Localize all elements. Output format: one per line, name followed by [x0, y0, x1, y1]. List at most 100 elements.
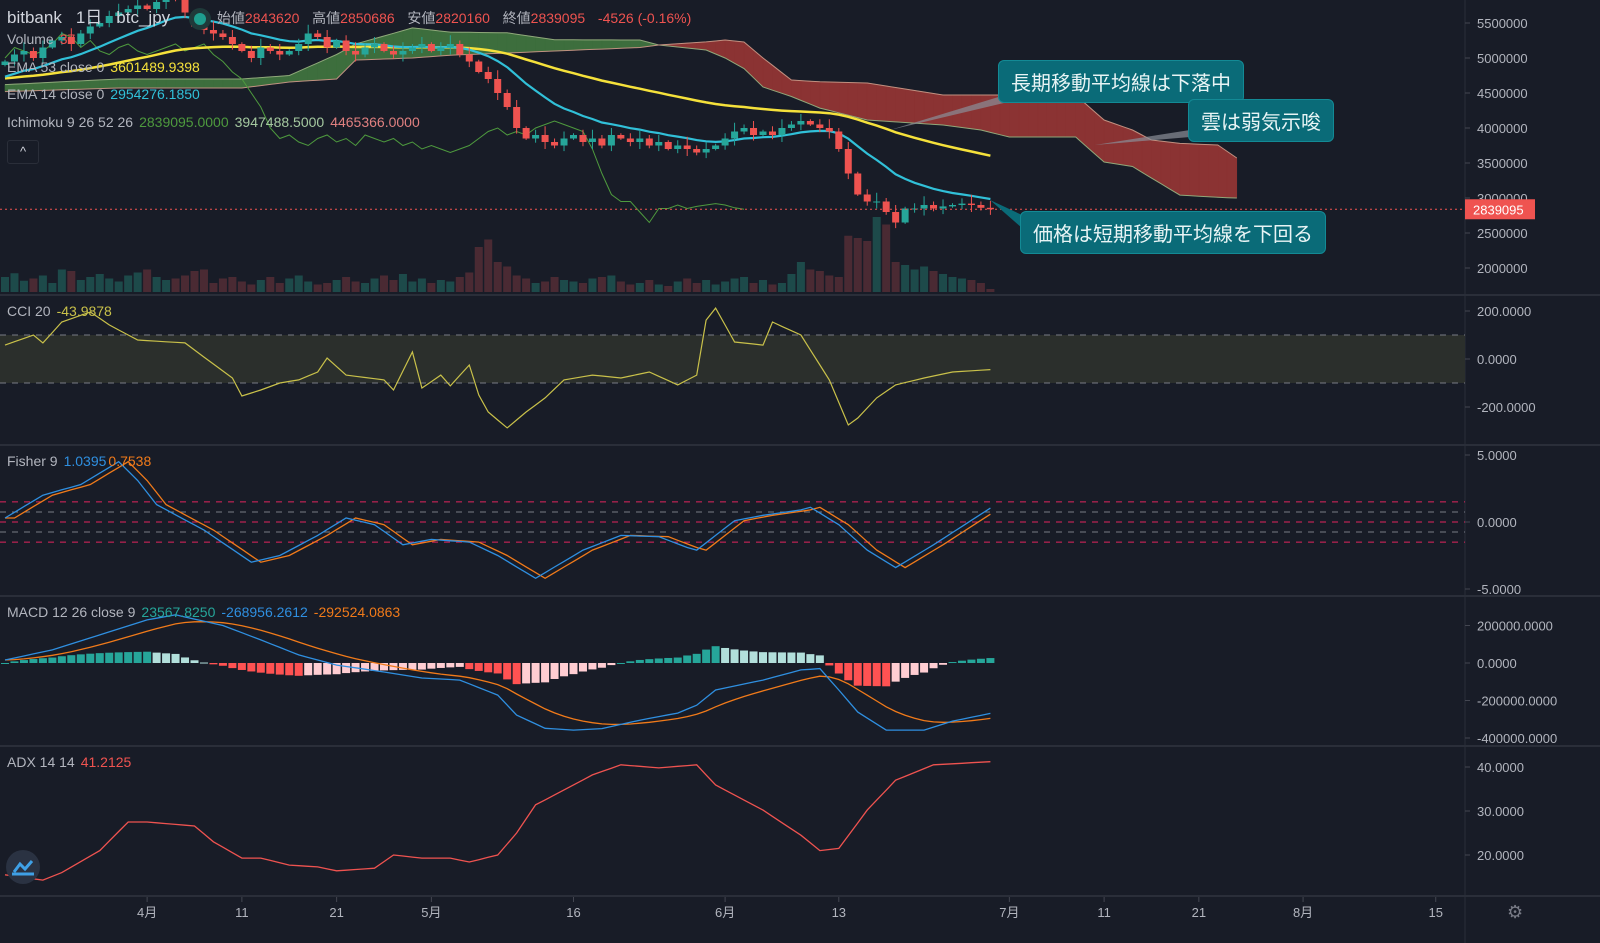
- volume-bar: [683, 278, 692, 292]
- open-value: 2843620: [244, 10, 300, 26]
- low-value: 2820160: [435, 10, 490, 26]
- symbol-name[interactable]: btc_jpy: [116, 8, 171, 27]
- candle: [560, 138, 568, 146]
- cci-value: -43.9878: [56, 303, 112, 319]
- macd-histogram-bar: [361, 663, 370, 672]
- ichimoku-cloud-segment: [1113, 122, 1124, 166]
- volume-bar: [626, 284, 635, 292]
- volume-bar: [181, 275, 190, 292]
- volume-bar: [512, 275, 521, 292]
- candle: [949, 205, 956, 207]
- macd-histogram-bar: [882, 663, 891, 687]
- volume-label: Volume: [7, 31, 54, 47]
- macd-histogram-bar: [702, 649, 711, 663]
- candle: [797, 121, 805, 125]
- adx-legend[interactable]: ADX 14 14 41.2125: [7, 754, 137, 770]
- candle: [285, 51, 293, 55]
- ichimoku-cloud-segment: [1189, 143, 1200, 197]
- candle: [617, 135, 625, 139]
- annotation-long-ma-falling[interactable]: 長期移動平均線は下落中: [998, 60, 1244, 103]
- ema14-legend[interactable]: EMA 14 close 0 2954276.1850: [7, 86, 206, 102]
- ichimoku-cloud-segment: [506, 32, 517, 54]
- candle: [427, 44, 435, 51]
- volume-bar: [635, 283, 644, 292]
- fisher-legend[interactable]: Fisher 9 1.0395 0.7538: [7, 453, 157, 469]
- ichimoku-cloud-segment: [232, 78, 243, 89]
- volume-bar: [920, 266, 929, 292]
- ichimoku-cloud-segment: [1179, 143, 1190, 196]
- candle: [209, 30, 217, 34]
- fisher-axis-label: -5.0000: [1477, 582, 1521, 597]
- macd-histogram-bar: [76, 654, 85, 663]
- volume-bar: [76, 280, 85, 292]
- candle: [86, 26, 94, 34]
- macd-histogram-bar: [162, 653, 171, 663]
- volume-bar: [332, 280, 341, 292]
- ema53-legend[interactable]: EMA 53 close 0 3601489.9398: [7, 59, 206, 75]
- candle: [958, 203, 966, 205]
- volume-bar: [967, 280, 976, 292]
- ema14-label: EMA 14 close 0: [7, 86, 105, 102]
- volume-bar: [484, 239, 493, 292]
- macd-histogram-bar: [759, 652, 767, 663]
- ichimoku-cloud-segment: [762, 57, 773, 91]
- macd-histogram-bar: [86, 653, 95, 663]
- volume-bar: [550, 277, 559, 292]
- candle: [541, 135, 549, 142]
- candle: [361, 47, 369, 55]
- candle: [901, 208, 909, 223]
- market-status-icon: [194, 12, 207, 25]
- volume-bar: [673, 281, 682, 292]
- macd-histogram-bar: [645, 659, 654, 663]
- interval[interactable]: 1日: [75, 8, 103, 27]
- ichimoku-cloud-segment: [222, 78, 233, 89]
- volume-legend[interactable]: Volume 37: [7, 31, 81, 47]
- ichimoku-cloud-segment: [971, 94, 982, 131]
- ichimoku-cloud-segment: [1208, 144, 1219, 198]
- macd-histogram-bar: [853, 663, 862, 686]
- macd-histogram-bar: [218, 663, 227, 666]
- settings-gear-icon[interactable]: ⚙: [1507, 902, 1524, 922]
- volume-bar: [67, 271, 76, 292]
- volume-bar: [976, 283, 985, 292]
- cci-legend[interactable]: CCI 20 -43.9878: [7, 303, 118, 319]
- candle: [266, 47, 274, 51]
- volume-bar: [891, 262, 900, 292]
- candle: [731, 131, 739, 139]
- volume-bar: [380, 275, 388, 292]
- fisher-axis-label: 0.0000: [1477, 515, 1517, 530]
- candle: [664, 142, 672, 149]
- time-axis-label: 21: [1192, 905, 1206, 920]
- ichimoku-legend[interactable]: Ichimoku 9 26 52 26 2839095.0000 3947488.5…: [7, 114, 426, 130]
- macd-histogram-bar: [342, 663, 351, 674]
- volume-bar: [162, 280, 171, 292]
- candle: [778, 128, 786, 135]
- candle: [77, 33, 85, 44]
- volume-bar: [957, 278, 966, 292]
- annotation-cloud-bearish[interactable]: 雲は弱気示唆: [1188, 99, 1334, 142]
- ichimoku-cloud-segment: [1151, 139, 1162, 185]
- candle: [844, 149, 852, 174]
- collapse-legend-button[interactable]: ^: [7, 140, 39, 164]
- annotation-price-below-short-ma[interactable]: 価格は短期移動平均線を下回る: [1020, 211, 1326, 254]
- volume-bar: [872, 217, 881, 292]
- volume-bar: [948, 277, 957, 292]
- volume-bar: [152, 277, 161, 292]
- candle: [134, 5, 142, 9]
- macd-histogram-bar: [948, 662, 957, 664]
- candle: [967, 203, 975, 205]
- tradingview-logo-icon[interactable]: [6, 850, 40, 884]
- macd-legend[interactable]: MACD 12 26 close 9 23567.8250 -268956.2612…: [7, 604, 406, 620]
- candle: [825, 128, 833, 132]
- macd-histogram-bar: [294, 663, 303, 676]
- candle: [494, 79, 502, 93]
- volume-bar: [237, 281, 246, 292]
- candle: [693, 149, 701, 153]
- adx-value: 41.2125: [80, 754, 132, 770]
- macd-histogram-bar: [578, 663, 587, 672]
- volume-bar: [313, 284, 322, 292]
- ichimoku-cloud-segment: [516, 33, 527, 53]
- volume-bar: [38, 275, 47, 292]
- volume-bar: [493, 262, 502, 292]
